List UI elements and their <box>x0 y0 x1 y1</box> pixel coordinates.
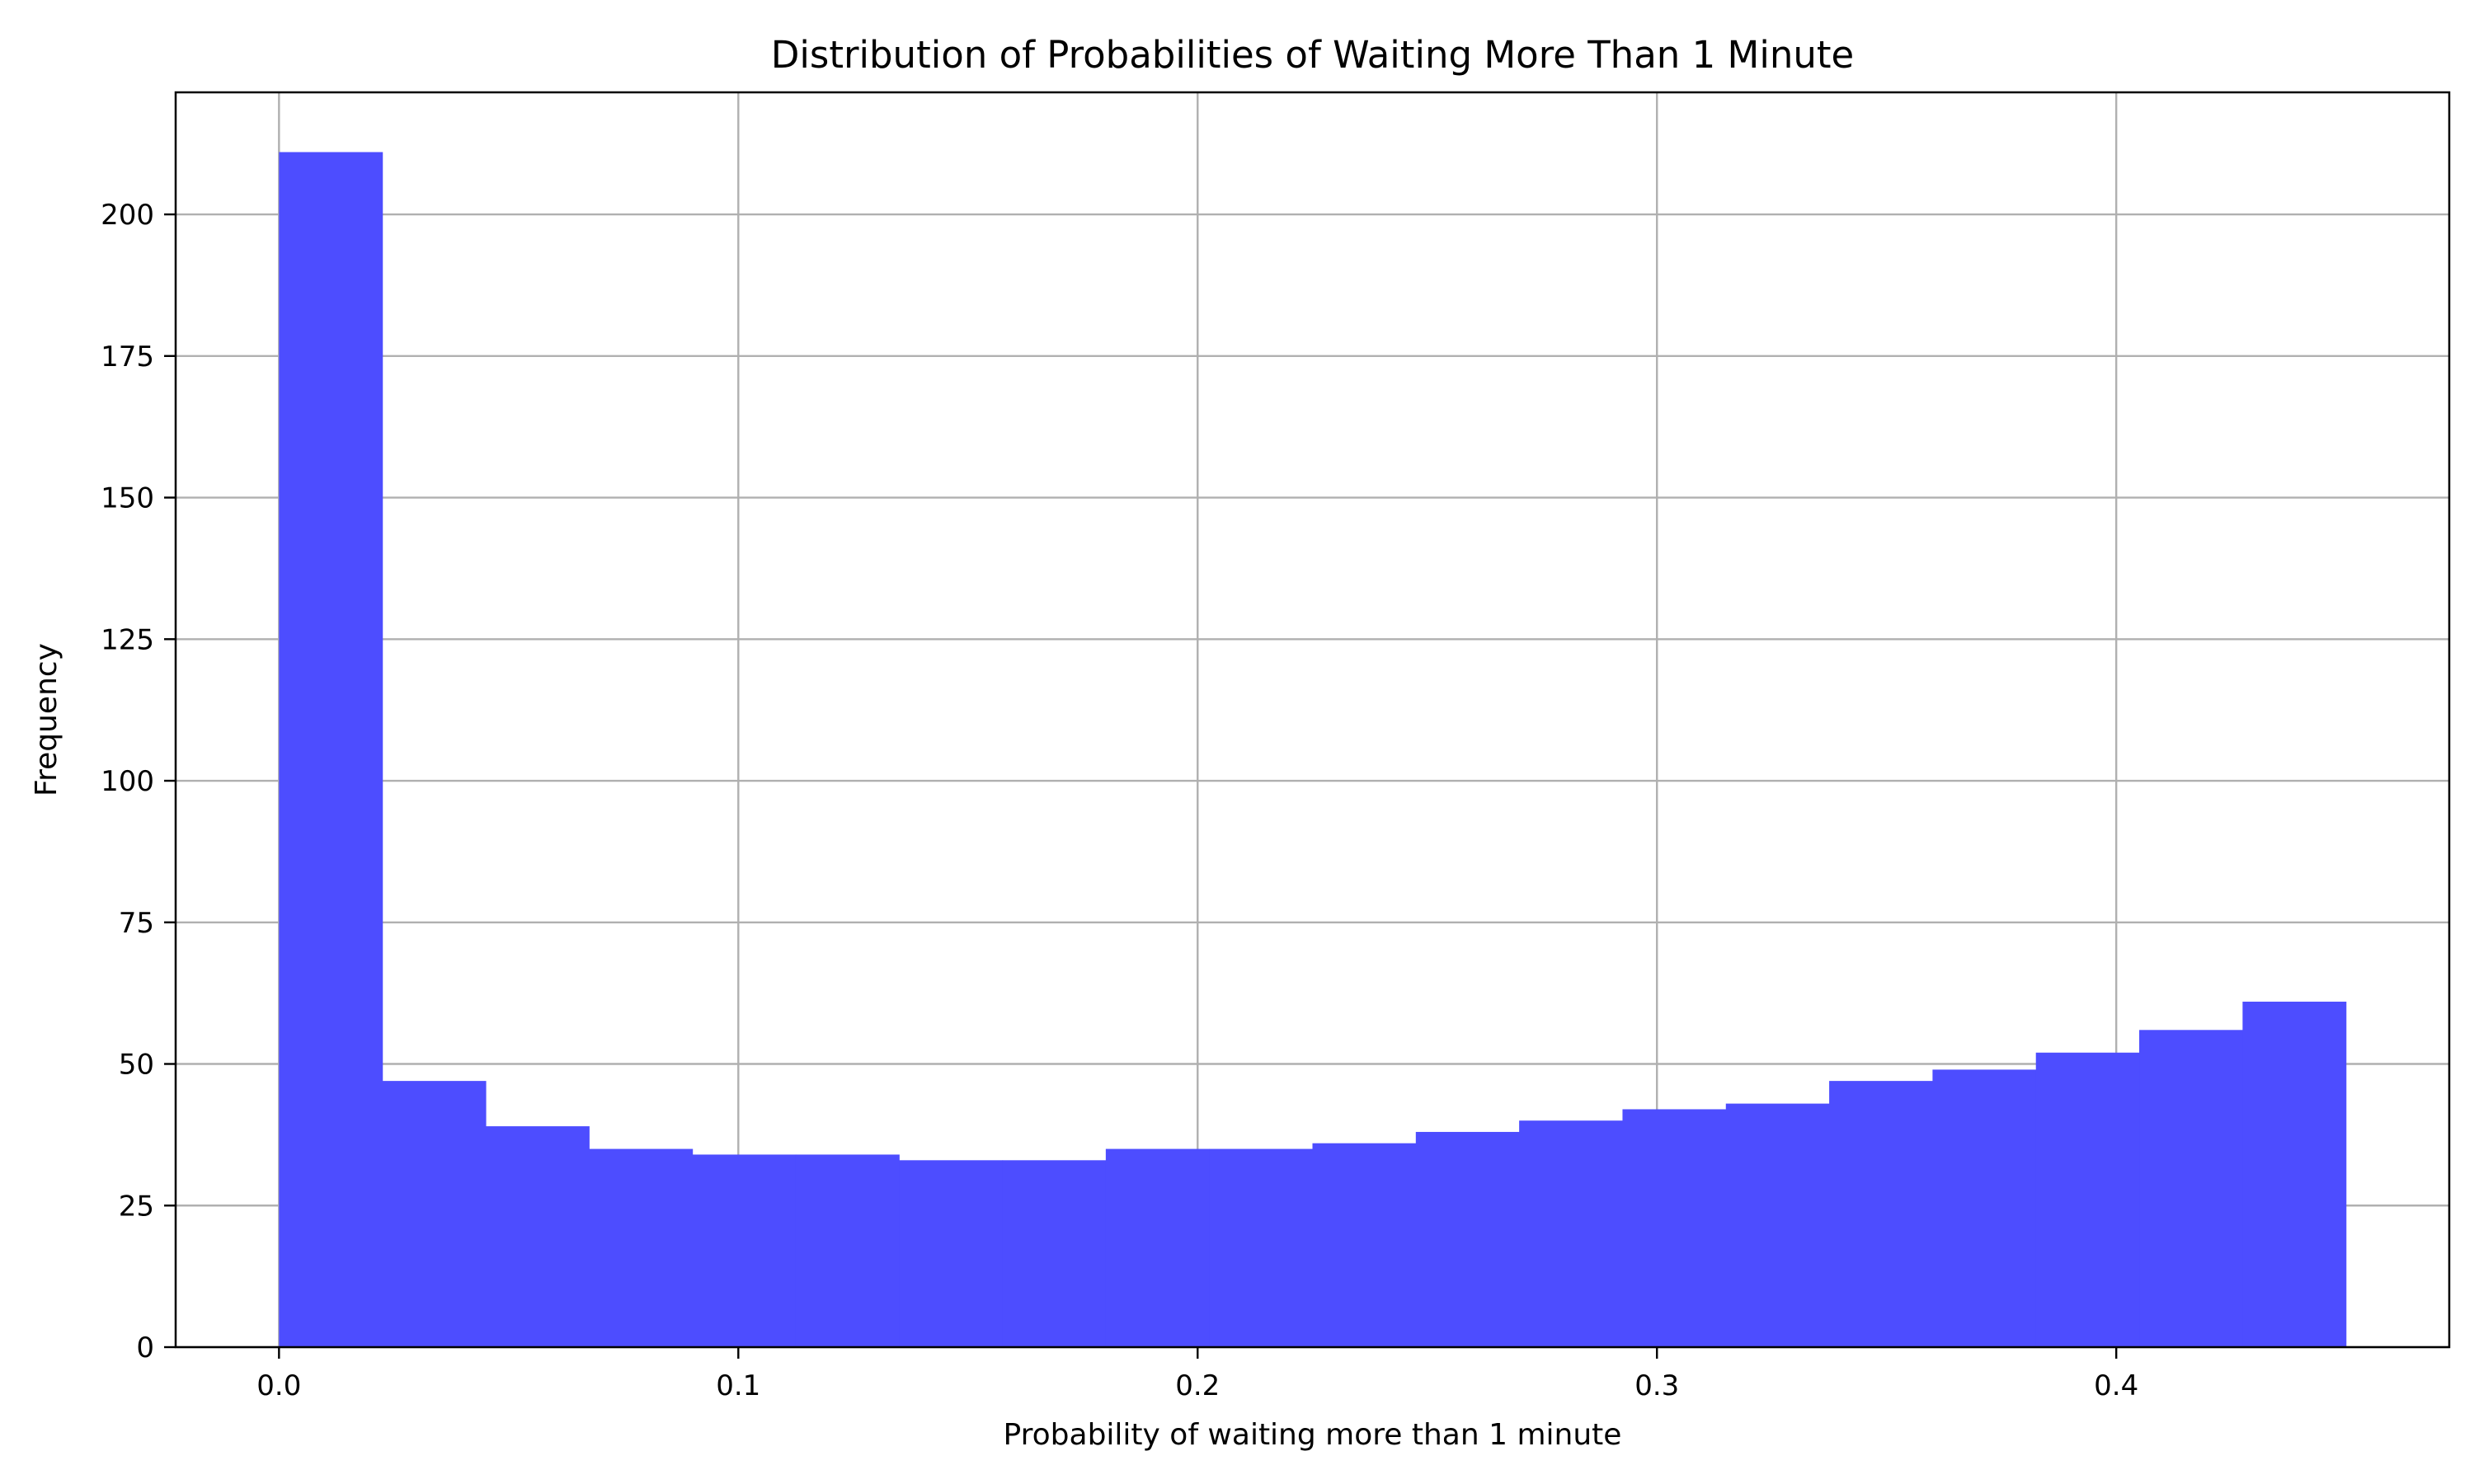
histogram-bar <box>1622 1109 1727 1347</box>
histogram-bar <box>1519 1120 1624 1347</box>
histogram-bar <box>1312 1143 1417 1347</box>
x-axis-label: Probability of waiting more than 1 minut… <box>1004 1418 1622 1452</box>
histogram-bar <box>1932 1069 2037 1347</box>
y-tick-label: 25 <box>119 1190 154 1223</box>
histogram-bar <box>1415 1131 1520 1347</box>
histogram-bar <box>899 1160 1004 1347</box>
x-tick-label: 0.2 <box>1175 1369 1220 1402</box>
histogram-bars <box>279 152 2347 1347</box>
histogram-bar <box>1105 1148 1210 1347</box>
y-tick-label: 125 <box>101 623 154 656</box>
histogram-bar <box>589 1148 694 1347</box>
y-tick-label: 0 <box>136 1331 154 1364</box>
grid-lines <box>176 92 2449 1349</box>
histogram-bar <box>382 1081 487 1347</box>
histogram-bar <box>1002 1160 1107 1347</box>
x-tick-label: 0.1 <box>716 1369 760 1402</box>
x-tick-label: 0.4 <box>2094 1369 2138 1402</box>
histogram-bar <box>1829 1081 1934 1347</box>
y-axis-label: Frequency <box>30 643 63 796</box>
x-tick-label: 0.3 <box>1634 1369 1679 1402</box>
y-tick-label: 50 <box>119 1049 154 1082</box>
y-tick-label: 200 <box>101 199 154 232</box>
y-tick-label: 150 <box>101 482 154 515</box>
histogram-bar <box>485 1126 590 1347</box>
x-tick-label: 0.0 <box>256 1369 301 1402</box>
y-tick-label: 100 <box>101 765 154 798</box>
histogram-bar <box>692 1154 797 1347</box>
chart-title: Distribution of Probabilities of Waiting… <box>771 33 1855 77</box>
axes-frame <box>174 91 2451 1349</box>
histogram-bar <box>1725 1103 1830 1347</box>
histogram-bar <box>2035 1052 2140 1347</box>
histogram-bar <box>1209 1148 1314 1347</box>
axis-ticks: 0.0 0.1 0.2 0.3 0.4 0 25 50 75 100 125 150 175 200 <box>101 199 2138 1402</box>
histogram-bar <box>795 1154 900 1347</box>
y-tick-label: 175 <box>101 340 154 373</box>
histogram-bar <box>2139 1030 2243 1347</box>
y-tick-label: 75 <box>119 907 154 940</box>
histogram-bar <box>279 152 383 1347</box>
histogram-bar <box>2242 1001 2347 1347</box>
